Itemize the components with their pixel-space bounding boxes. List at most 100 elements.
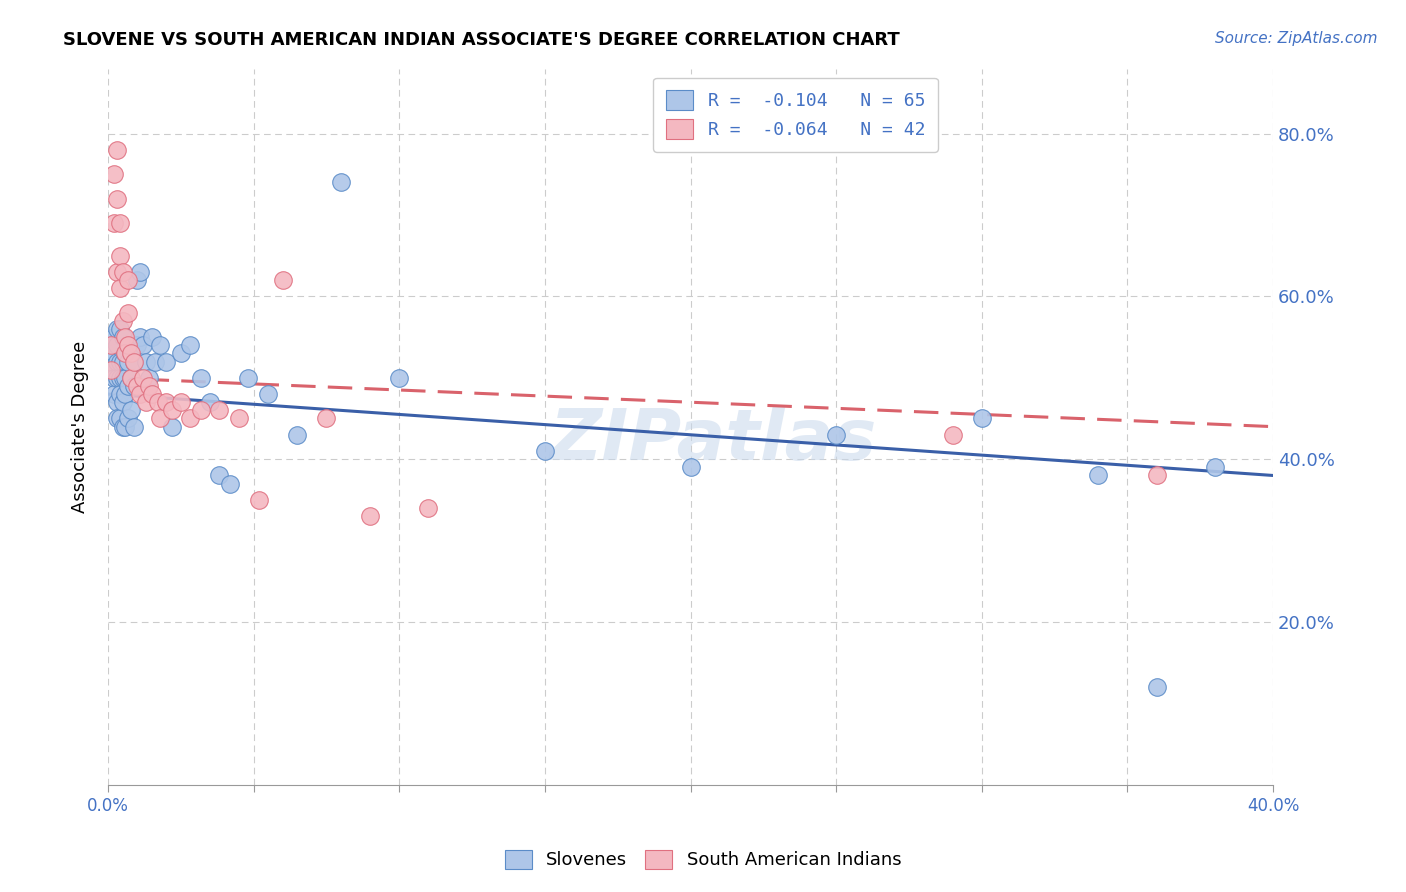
Point — [103, 346, 125, 360]
Point — [108, 249, 131, 263]
Point — [127, 273, 149, 287]
Point — [155, 395, 177, 409]
Point — [825, 427, 848, 442]
Text: Source: ZipAtlas.com: Source: ZipAtlas.com — [1215, 31, 1378, 46]
Point — [141, 330, 163, 344]
Point — [143, 354, 166, 368]
Point — [100, 354, 122, 368]
Point — [105, 265, 128, 279]
Point — [208, 468, 231, 483]
Point — [103, 167, 125, 181]
Point — [105, 322, 128, 336]
Point — [111, 330, 134, 344]
Point — [271, 273, 294, 287]
Point — [132, 338, 155, 352]
Point — [120, 371, 142, 385]
Point — [114, 371, 136, 385]
Point — [129, 330, 152, 344]
Point — [160, 419, 183, 434]
Point — [135, 395, 157, 409]
Point — [135, 354, 157, 368]
Point — [100, 338, 122, 352]
Point — [105, 411, 128, 425]
Point — [111, 354, 134, 368]
Point — [208, 403, 231, 417]
Point — [122, 419, 145, 434]
Point — [120, 371, 142, 385]
Point — [127, 379, 149, 393]
Point — [170, 395, 193, 409]
Point — [117, 338, 139, 352]
Point — [111, 265, 134, 279]
Point — [103, 387, 125, 401]
Point — [122, 354, 145, 368]
Point — [138, 379, 160, 393]
Point — [198, 395, 221, 409]
Point — [117, 354, 139, 368]
Point — [141, 387, 163, 401]
Point — [179, 338, 201, 352]
Point — [114, 346, 136, 360]
Point — [146, 395, 169, 409]
Point — [114, 387, 136, 401]
Point — [219, 476, 242, 491]
Point — [315, 411, 337, 425]
Point — [679, 460, 702, 475]
Point — [114, 346, 136, 360]
Point — [1204, 460, 1226, 475]
Point — [105, 338, 128, 352]
Point — [108, 322, 131, 336]
Point — [111, 314, 134, 328]
Point — [108, 387, 131, 401]
Point — [285, 427, 308, 442]
Point — [257, 387, 280, 401]
Point — [108, 354, 131, 368]
Point — [103, 330, 125, 344]
Point — [108, 411, 131, 425]
Point — [108, 216, 131, 230]
Point — [1087, 468, 1109, 483]
Point — [236, 371, 259, 385]
Point — [179, 411, 201, 425]
Point — [970, 411, 993, 425]
Point — [122, 379, 145, 393]
Text: ZIPatlas: ZIPatlas — [550, 407, 877, 475]
Point — [359, 509, 381, 524]
Point — [103, 216, 125, 230]
Point — [108, 281, 131, 295]
Point — [127, 338, 149, 352]
Point — [111, 371, 134, 385]
Point — [117, 273, 139, 287]
Point — [388, 371, 411, 385]
Point — [117, 306, 139, 320]
Point — [942, 427, 965, 442]
Point — [170, 346, 193, 360]
Point — [105, 354, 128, 368]
Point — [114, 330, 136, 344]
Point — [105, 395, 128, 409]
Point — [534, 444, 557, 458]
Point — [249, 492, 271, 507]
Point — [117, 379, 139, 393]
Point — [100, 362, 122, 376]
Point — [149, 411, 172, 425]
Point — [129, 265, 152, 279]
Point — [111, 419, 134, 434]
Point — [330, 176, 353, 190]
Point — [155, 354, 177, 368]
Point — [1146, 468, 1168, 483]
Legend: R =  -0.104   N = 65, R =  -0.064   N = 42: R = -0.104 N = 65, R = -0.064 N = 42 — [654, 78, 938, 152]
Point — [190, 371, 212, 385]
Point — [105, 371, 128, 385]
Point — [117, 411, 139, 425]
Point — [228, 411, 250, 425]
Legend: Slovenes, South American Indians: Slovenes, South American Indians — [495, 840, 911, 879]
Point — [105, 192, 128, 206]
Point — [108, 371, 131, 385]
Point — [190, 403, 212, 417]
Point — [103, 371, 125, 385]
Point — [129, 387, 152, 401]
Point — [122, 354, 145, 368]
Point — [100, 338, 122, 352]
Point — [114, 419, 136, 434]
